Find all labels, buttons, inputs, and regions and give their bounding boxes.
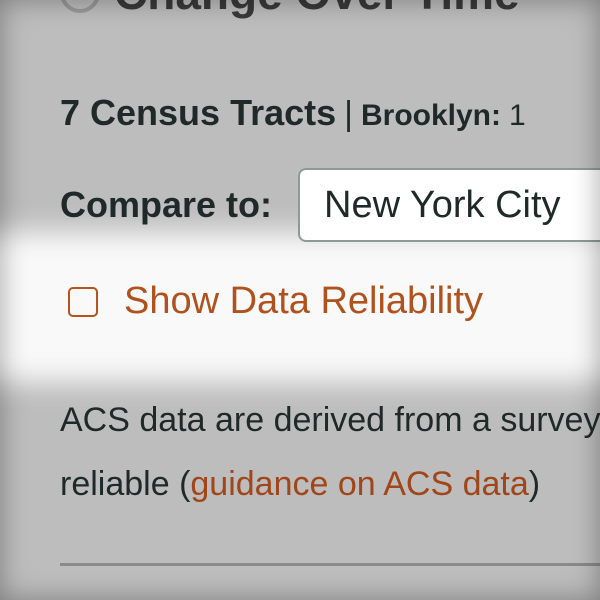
acs-note-line-1: ACS data are derived from a survey bbox=[60, 401, 600, 439]
acs-note-suffix: ) bbox=[528, 465, 541, 503]
compare-select[interactable]: New York City bbox=[298, 168, 600, 242]
selection-summary: 7 Census Tracts | Brooklyn: 1 bbox=[60, 92, 526, 134]
summary-separator: | bbox=[344, 95, 353, 133]
acs-note-prefix: reliable ( bbox=[60, 465, 191, 503]
compare-selected-value: New York City bbox=[324, 183, 561, 226]
highlight-spotlight bbox=[0, 232, 600, 382]
acs-note: ACS data are derived from a survey relia… bbox=[60, 388, 600, 516]
tract-count: 7 Census Tracts bbox=[60, 92, 337, 133]
section-divider bbox=[60, 563, 600, 566]
compare-label: Compare to: bbox=[60, 184, 273, 225]
acs-guidance-link[interactable]: guidance on ACS data bbox=[190, 465, 529, 503]
section-title-text: Change Over Time bbox=[114, 0, 520, 20]
radio-circle-icon[interactable] bbox=[60, 0, 100, 13]
show-reliability-toggle[interactable]: Show Data Reliability bbox=[68, 280, 483, 323]
section-title: Change Over Time bbox=[60, 0, 520, 20]
borough-tract-list: 1 bbox=[509, 99, 526, 132]
reliability-label[interactable]: Show Data Reliability bbox=[124, 280, 484, 322]
acs-note-line-2: reliable (guidance on ACS data) bbox=[60, 452, 600, 516]
borough-label: Brooklyn: bbox=[360, 99, 501, 132]
reliability-checkbox[interactable] bbox=[68, 286, 98, 317]
compare-row: Compare to: New York City bbox=[60, 168, 600, 242]
